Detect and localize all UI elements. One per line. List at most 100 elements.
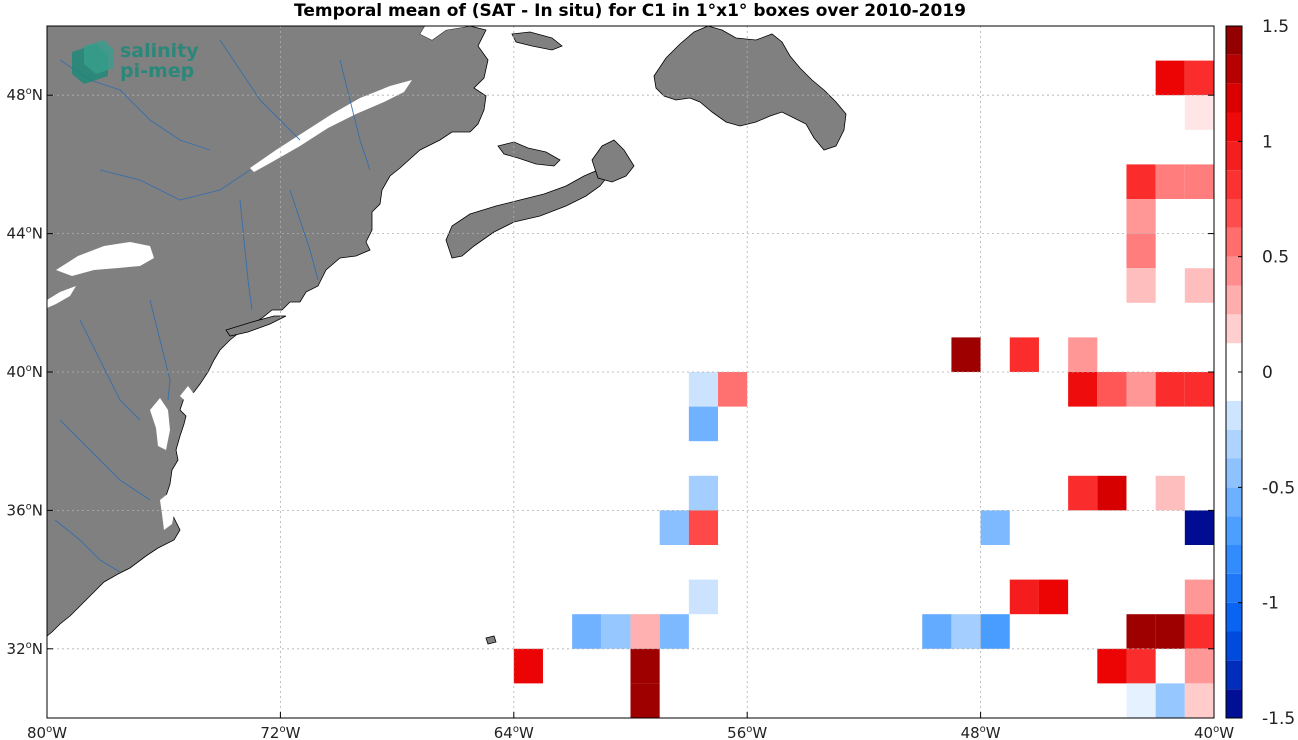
- data-cell: [980, 510, 1010, 545]
- gulf-of-st-lawrence: [420, 26, 470, 40]
- data-cell: [659, 510, 689, 545]
- data-cell: [1097, 648, 1127, 684]
- data-cell: [1068, 372, 1098, 407]
- colorbar-tick-label: 0: [1262, 363, 1273, 383]
- x-tick-label: 48oW: [961, 724, 1001, 740]
- data-cell: [1126, 648, 1156, 684]
- lake-ontario: [56, 242, 154, 276]
- st-lawrence-river: [250, 80, 412, 172]
- data-cell: [630, 614, 660, 649]
- newfoundland: [653, 25, 847, 151]
- colorbar-segment: [1226, 487, 1242, 517]
- plot-area: salinity pi-mep: [46, 25, 1215, 719]
- river: [339, 59, 371, 171]
- chesapeake-bay: [150, 398, 170, 450]
- data-cell: [513, 648, 543, 684]
- data-cell: [1184, 579, 1214, 615]
- colorbar-segment: [1226, 285, 1242, 315]
- colorbar-segment: [1226, 227, 1242, 257]
- river: [239, 199, 253, 311]
- north-america-landmass: [46, 25, 489, 637]
- data-cell: [1009, 579, 1039, 615]
- river: [59, 419, 151, 501]
- data-cell: [1155, 372, 1185, 407]
- data-cell: [1126, 372, 1156, 407]
- colorbar-segment: [1226, 141, 1242, 171]
- data-cell: [1155, 60, 1185, 96]
- data-cell: [688, 579, 719, 615]
- logo-line2: pi-mep: [120, 60, 194, 82]
- y-tick-label: 36oN: [7, 501, 43, 519]
- data-cell: [630, 648, 660, 684]
- x-tick-label: 72oW: [260, 724, 300, 740]
- data-cell: [1126, 268, 1156, 303]
- data-cell: [1126, 164, 1156, 199]
- colorbar-tick-label: 1.5: [1262, 17, 1289, 37]
- data-cell: [1184, 372, 1214, 407]
- x-axis-ticks: 80oW 72oW 64oW 56oW 48oW 40oW: [27, 724, 1234, 740]
- data-cell: [601, 614, 631, 649]
- colorbar-tick-label: -1: [1262, 594, 1279, 614]
- river: [54, 519, 121, 573]
- colorbar-segment: [1226, 516, 1242, 545]
- colorbar-segment: [1226, 372, 1242, 401]
- data-cell: [951, 614, 981, 649]
- data-cell: [1126, 614, 1156, 649]
- data-cell: [1155, 683, 1185, 718]
- colorbar-segment: [1226, 26, 1242, 55]
- colorbar-segment: [1226, 573, 1242, 603]
- data-cell: [922, 614, 952, 649]
- salinity-pimep-logo: salinity pi-mep: [72, 40, 199, 84]
- rivers-layer: [54, 39, 371, 573]
- data-cell: [718, 372, 748, 407]
- land-layer: [46, 25, 847, 645]
- bay-of-fundy: [430, 182, 486, 210]
- data-cell: [1068, 475, 1098, 511]
- x-tick-label: 80oW: [27, 724, 67, 740]
- inland-water-layer: [47, 26, 486, 530]
- data-cell: [688, 510, 719, 545]
- y-tick-label: 48oN: [7, 86, 43, 104]
- nova-scotia: [445, 169, 609, 259]
- data-cell: [1097, 372, 1127, 407]
- data-cell: [688, 475, 719, 511]
- data-cell: [1184, 164, 1214, 199]
- data-cell: [1184, 60, 1214, 96]
- x-tick-label: 56oW: [727, 724, 767, 740]
- data-cell: [1184, 683, 1214, 718]
- colorbar-segment: [1226, 602, 1242, 632]
- data-cell: [1155, 164, 1185, 199]
- logo-line1: salinity: [120, 40, 199, 62]
- data-cell: [1184, 95, 1214, 130]
- data-cell: [1155, 475, 1185, 511]
- colorbar-segment: [1226, 256, 1242, 286]
- colorbar-segment: [1226, 199, 1242, 228]
- colorbar-segment: [1226, 83, 1242, 113]
- colorbar-segment: [1226, 54, 1242, 84]
- colorbar-segment: [1226, 458, 1242, 488]
- cape-breton: [591, 139, 635, 183]
- y-tick-label: 32oN: [7, 640, 43, 658]
- colorbar-tick-label: 1: [1262, 132, 1273, 152]
- logo-mark: [72, 40, 114, 84]
- data-cell: [572, 614, 602, 649]
- colorbar-segment: [1226, 400, 1242, 430]
- delaware-bay: [180, 386, 194, 404]
- colorbar-segment: [1226, 170, 1242, 199]
- y-tick-label: 44oN: [7, 225, 43, 243]
- chart-title: Temporal mean of (SAT - In situ) for C1 …: [294, 1, 966, 21]
- colorbar-segment: [1226, 545, 1242, 574]
- colorbar-segment: [1226, 689, 1242, 718]
- data-cell: [1184, 648, 1214, 684]
- colorbar-segment: [1226, 343, 1242, 372]
- colorbar-tick-label: -0.5: [1262, 478, 1295, 498]
- river: [99, 169, 251, 201]
- pamlico-sound: [160, 492, 176, 530]
- river: [79, 319, 141, 421]
- data-cell: [951, 337, 981, 372]
- plot-frame: [46, 25, 1215, 719]
- data-cell: [1184, 614, 1214, 649]
- data-cell: [659, 614, 689, 649]
- data-cell: [1097, 475, 1127, 511]
- data-cell: [1155, 614, 1185, 649]
